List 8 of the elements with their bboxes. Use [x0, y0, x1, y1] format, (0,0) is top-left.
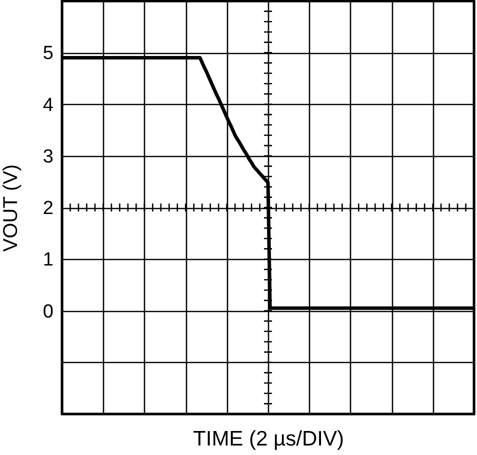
- y-tick-label: 4: [42, 94, 54, 116]
- y-tick-label: 0: [42, 301, 54, 322]
- y-tick-label: 1: [42, 250, 54, 271]
- x-axis-title: TIME (2 µs/DIV): [193, 428, 344, 450]
- y-axis-title: VOUT (V): [0, 164, 22, 252]
- y-tick-label: 5: [42, 43, 54, 64]
- y-tick-label: 2: [42, 198, 54, 219]
- y-tick-label: 3: [42, 146, 54, 168]
